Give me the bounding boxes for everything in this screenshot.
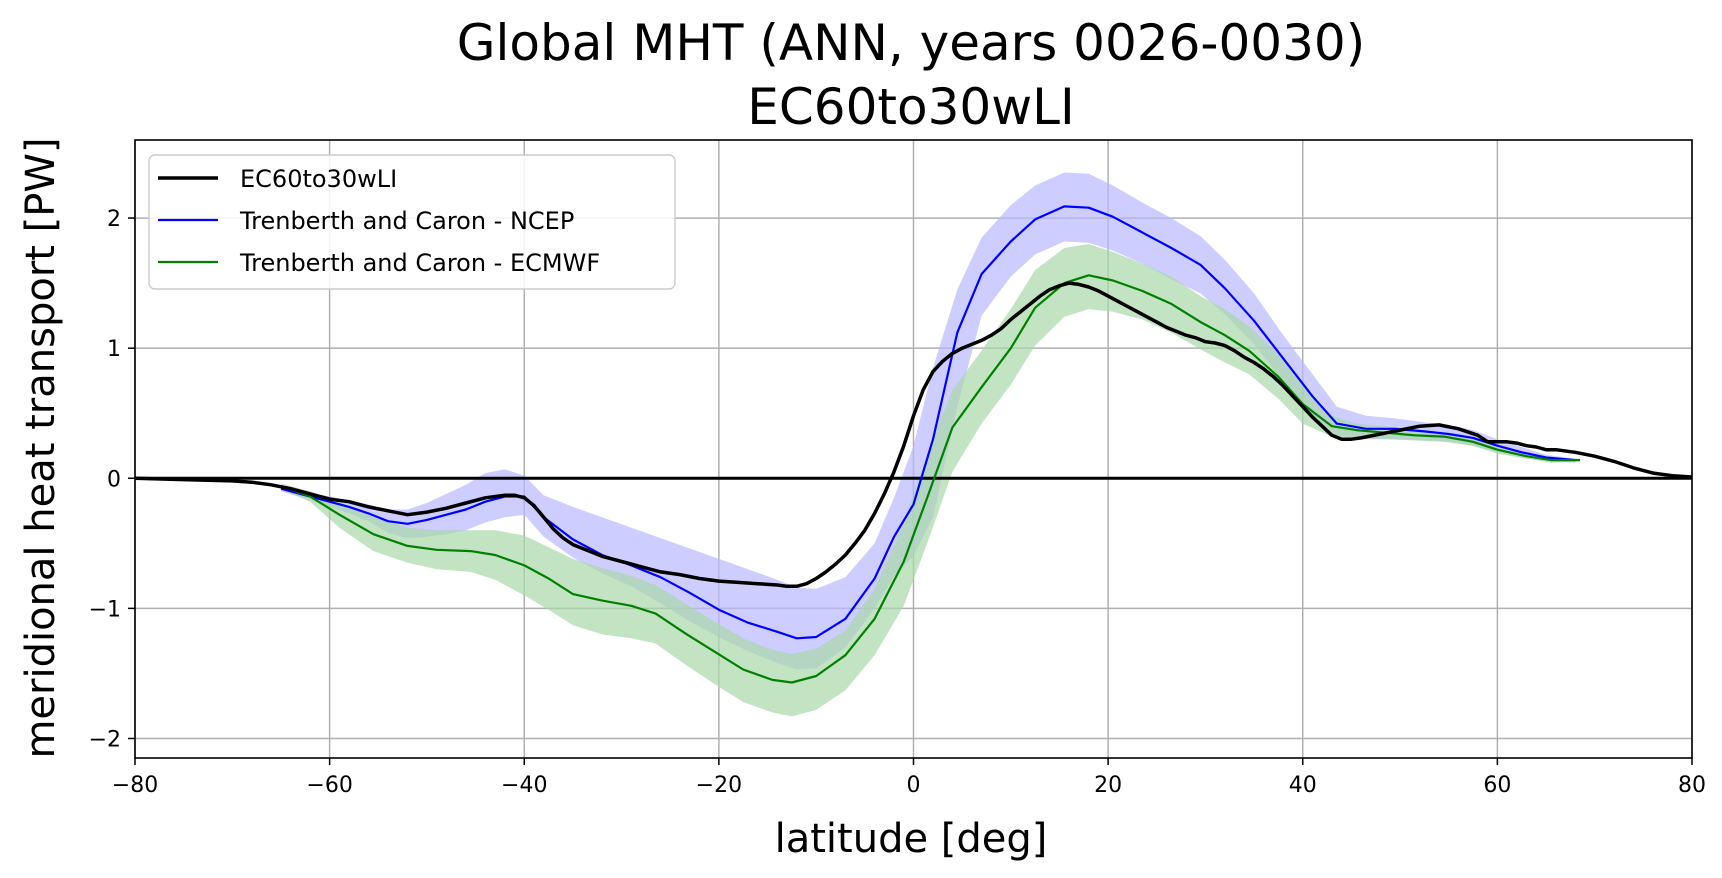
chart-title-line-2: EC60to30wLI [747,78,1074,136]
x-tick-label: 40 [1289,773,1317,798]
x-tick-label: −20 [696,773,742,798]
y-tick-label: 2 [107,207,121,232]
x-tick-label: −40 [501,773,547,798]
y-tick-label: −1 [89,597,121,622]
series-line-ecmwf [280,274,1581,684]
legend: EC60to30wLI Trenberth and Caron - NCEP T… [148,154,676,290]
y-tick-label: 0 [107,467,121,492]
legend-box [148,154,676,290]
y-axis-label: meridional heat transport [PW] [18,137,64,758]
legend-label-ncep: Trenberth and Caron - NCEP [239,207,574,235]
x-tick-label: −80 [112,773,158,798]
series-line-ncep [280,205,1576,640]
x-tick-label: −60 [306,773,352,798]
y-tick-label: 1 [107,337,121,362]
band-ncep [281,172,1576,670]
legend-label-ec60: EC60to30wLI [240,165,397,193]
x-tick-label: 60 [1483,773,1511,798]
y-tick-label: −2 [89,727,121,752]
x-axis-label: latitude [deg] [775,816,1048,862]
y-axis-ticks: −2 −1 0 1 2 [89,207,135,752]
x-tick-label: 20 [1094,773,1122,798]
x-tick-label: 80 [1678,773,1706,798]
x-axis-ticks: −80 −60 −40 −20 0 20 40 60 80 [112,758,1706,798]
series-line-ec60to30wli [134,281,1693,589]
legend-label-ecmwf: Trenberth and Caron - ECMWF [239,249,600,277]
x-tick-label: 0 [907,773,921,798]
chart-title-line-1: Global MHT (ANN, years 0026-0030) [457,14,1365,72]
series-lines [134,205,1693,684]
